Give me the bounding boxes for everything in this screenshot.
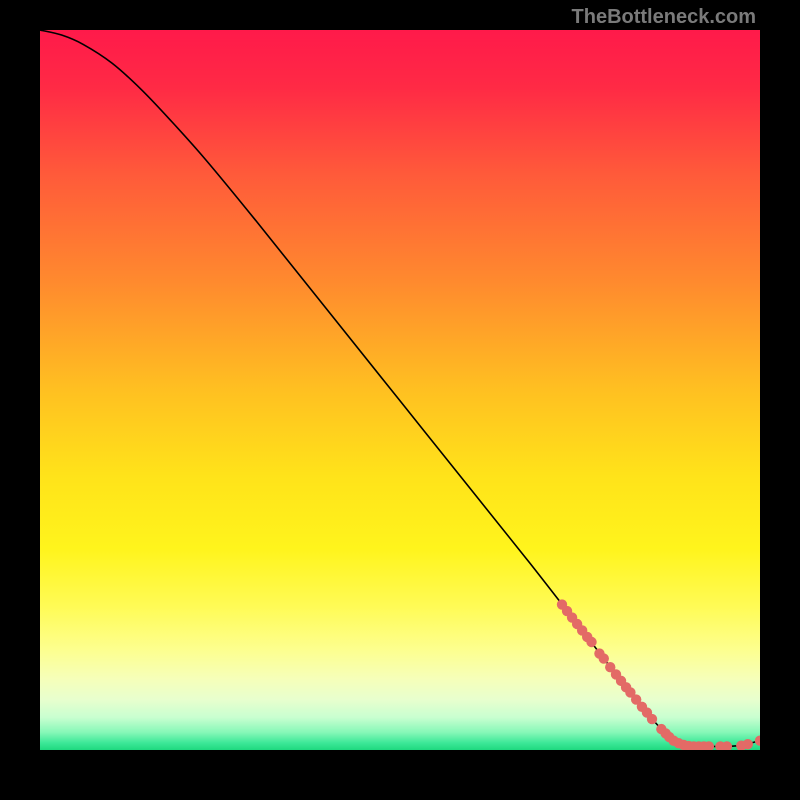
gradient-background <box>40 30 760 750</box>
data-marker <box>586 637 596 647</box>
data-marker <box>647 714 657 724</box>
chart-container: TheBottleneck.com <box>0 0 800 800</box>
data-marker <box>599 653 609 663</box>
watermark-text: TheBottleneck.com <box>572 6 756 29</box>
data-marker <box>743 739 753 749</box>
chart-svg <box>40 30 760 750</box>
plot-area <box>40 30 760 750</box>
